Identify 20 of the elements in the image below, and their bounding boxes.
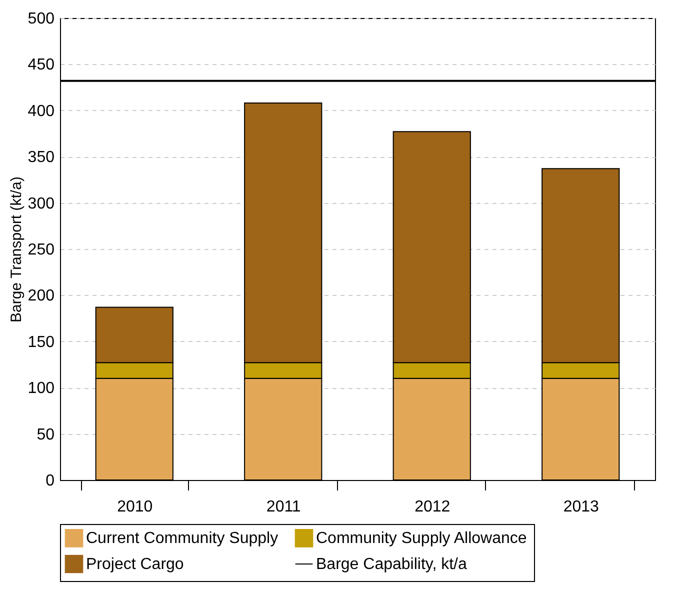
legend-label: Project Cargo (86, 556, 184, 573)
y-axis-title: Barge Transport (kt/a) (8, 176, 25, 322)
legend-label: Barge Capability, kt/a (316, 556, 467, 573)
y-tick-label: 250 (28, 242, 55, 258)
y-tick-label: 200 (28, 288, 55, 305)
x-tick-label: 2010 (117, 498, 153, 516)
legend-label: Current Community Supply (86, 530, 278, 548)
y-tick-label: 100 (28, 380, 55, 398)
x-tick-label: 2012 (414, 498, 450, 516)
x-tick-label: 2013 (563, 498, 600, 516)
y-tick-label: 0 (46, 472, 55, 490)
y-tick-label: 50 (36, 426, 55, 444)
y-tick-label: 450 (28, 56, 55, 74)
y-tick-label: 500 (28, 10, 55, 28)
y-tick-label: 350 (28, 149, 55, 166)
legend-label: Community Supply Allowance (316, 530, 527, 548)
y-tick-label: 300 (28, 195, 55, 212)
y-tick-label: 400 (28, 102, 55, 120)
x-tick-label: 2011 (266, 498, 301, 516)
y-tick-label: 150 (28, 334, 55, 351)
